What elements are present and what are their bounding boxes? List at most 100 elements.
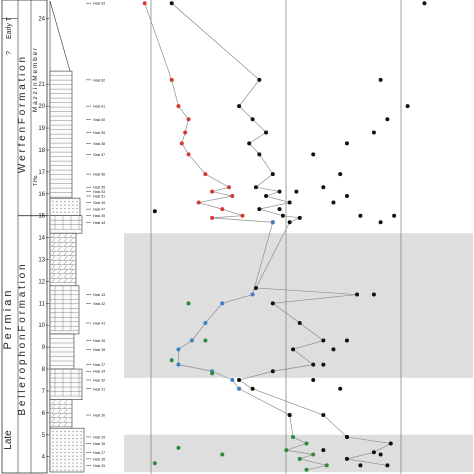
lithology-pattern	[63, 422, 68, 427]
lithology-pattern	[57, 417, 62, 423]
data-point	[253, 285, 258, 290]
lithology-pattern	[63, 404, 68, 409]
lithology-pattern	[56, 459, 58, 461]
sample-label: Hasi 39	[93, 339, 105, 343]
data-point	[344, 338, 349, 343]
data-point	[378, 220, 383, 225]
sample-label: Hasi 55	[93, 186, 105, 190]
lithology-pattern	[72, 204, 74, 206]
lithology-pattern	[64, 462, 66, 464]
lithology-pattern	[52, 455, 54, 457]
column-edge	[49, 0, 71, 72]
lithology-pattern	[57, 404, 62, 409]
lithology-pattern	[56, 448, 58, 450]
member-label-tesero: T.Ho.	[33, 174, 39, 186]
lithology-pattern	[76, 208, 78, 210]
lithology-pattern	[72, 211, 74, 213]
data-point	[355, 292, 360, 297]
height-tick-label: 8	[42, 367, 46, 373]
height-tick-label: 6	[42, 411, 46, 417]
data-point	[237, 386, 242, 391]
lithology-pattern	[57, 269, 62, 274]
sample-label: Hasi 37	[93, 363, 105, 367]
data-point	[324, 463, 329, 468]
sample-label: Hasi 47	[93, 208, 105, 212]
profile-plots	[142, 1, 427, 472]
data-point	[203, 338, 208, 343]
data-point	[287, 413, 292, 418]
lithology-pattern	[72, 459, 74, 461]
data-point	[284, 448, 289, 453]
sample-label: Hasi 38	[93, 348, 105, 352]
data-point	[280, 213, 285, 218]
lithology-pattern	[63, 255, 68, 261]
data-point	[169, 358, 174, 363]
height-tick-label: 7	[42, 389, 46, 395]
lithology-pattern	[56, 466, 58, 468]
sample-label: Hasi 32	[93, 378, 105, 382]
lithology-bed	[49, 427, 85, 473]
formation-label-werfen: W e r f e n F o r m a t i o n	[17, 57, 28, 173]
data-point	[203, 172, 208, 177]
lithology-pattern	[60, 459, 62, 461]
data-point	[226, 185, 231, 190]
lithology-bed	[49, 232, 77, 287]
sample-label: Hasi 42	[93, 302, 105, 306]
lithology-pattern	[64, 434, 66, 436]
unit-labels: Early T ? Late P e r m i a n W e r f e n…	[2, 16, 39, 449]
sample-label: Hasi 31	[93, 387, 105, 391]
lithology-pattern	[76, 459, 78, 461]
lithology-pattern	[51, 413, 56, 418]
height-tick-label: 10	[38, 323, 45, 329]
lithology-pattern	[80, 448, 82, 450]
lithology-pattern	[63, 413, 68, 418]
lithology-pattern	[68, 448, 70, 450]
lithology-pattern	[76, 441, 78, 443]
lithology-pattern	[64, 459, 66, 461]
sample-label: Hasi 41	[93, 322, 105, 326]
formation-label-bellerophon: B e l l e r o p h o n F o r m a t i o n	[17, 264, 28, 415]
lithology-pattern	[60, 211, 62, 213]
data-point	[186, 152, 191, 157]
profile-line	[144, 3, 273, 223]
lithology-pattern	[60, 452, 62, 454]
lithology-pattern	[56, 431, 58, 433]
data-point	[152, 209, 157, 214]
height-tick-label: 18	[38, 148, 45, 154]
lithology-pattern	[57, 255, 62, 261]
lithology-pattern	[80, 431, 82, 433]
lithology-pattern	[68, 455, 70, 457]
lithology-pattern	[69, 246, 74, 252]
lithology-pattern	[68, 452, 70, 454]
height-tick-label: 4	[42, 455, 46, 461]
data-point	[240, 213, 245, 218]
lithology-pattern	[69, 278, 74, 283]
lithology-pattern	[69, 242, 74, 247]
lithology-pattern	[52, 204, 54, 206]
sample-label: Hasi 63	[93, 2, 105, 6]
lithology-pattern	[56, 208, 58, 210]
lithology-pattern	[57, 413, 62, 418]
lithology-pattern	[51, 246, 56, 252]
data-point	[338, 386, 343, 391]
lithology-pattern	[76, 455, 78, 457]
data-point	[247, 141, 252, 146]
lithology-pattern	[57, 260, 62, 265]
lithology-pattern	[57, 251, 62, 256]
data-point	[220, 452, 225, 457]
data-point	[270, 220, 275, 225]
data-point	[210, 215, 215, 220]
lithology-pattern	[56, 452, 58, 454]
lithology-pattern	[76, 438, 78, 440]
lithology-pattern	[57, 278, 62, 283]
profile-line	[286, 414, 327, 471]
lithology-pattern	[52, 441, 54, 443]
data-point	[321, 362, 326, 367]
lithology-pattern	[52, 211, 54, 213]
data-point	[230, 377, 235, 382]
lithology-pattern	[60, 431, 62, 433]
lithology-pattern	[57, 246, 62, 252]
lithology-pattern	[64, 466, 66, 468]
data-point	[264, 130, 269, 135]
lithology-pattern	[60, 204, 62, 206]
